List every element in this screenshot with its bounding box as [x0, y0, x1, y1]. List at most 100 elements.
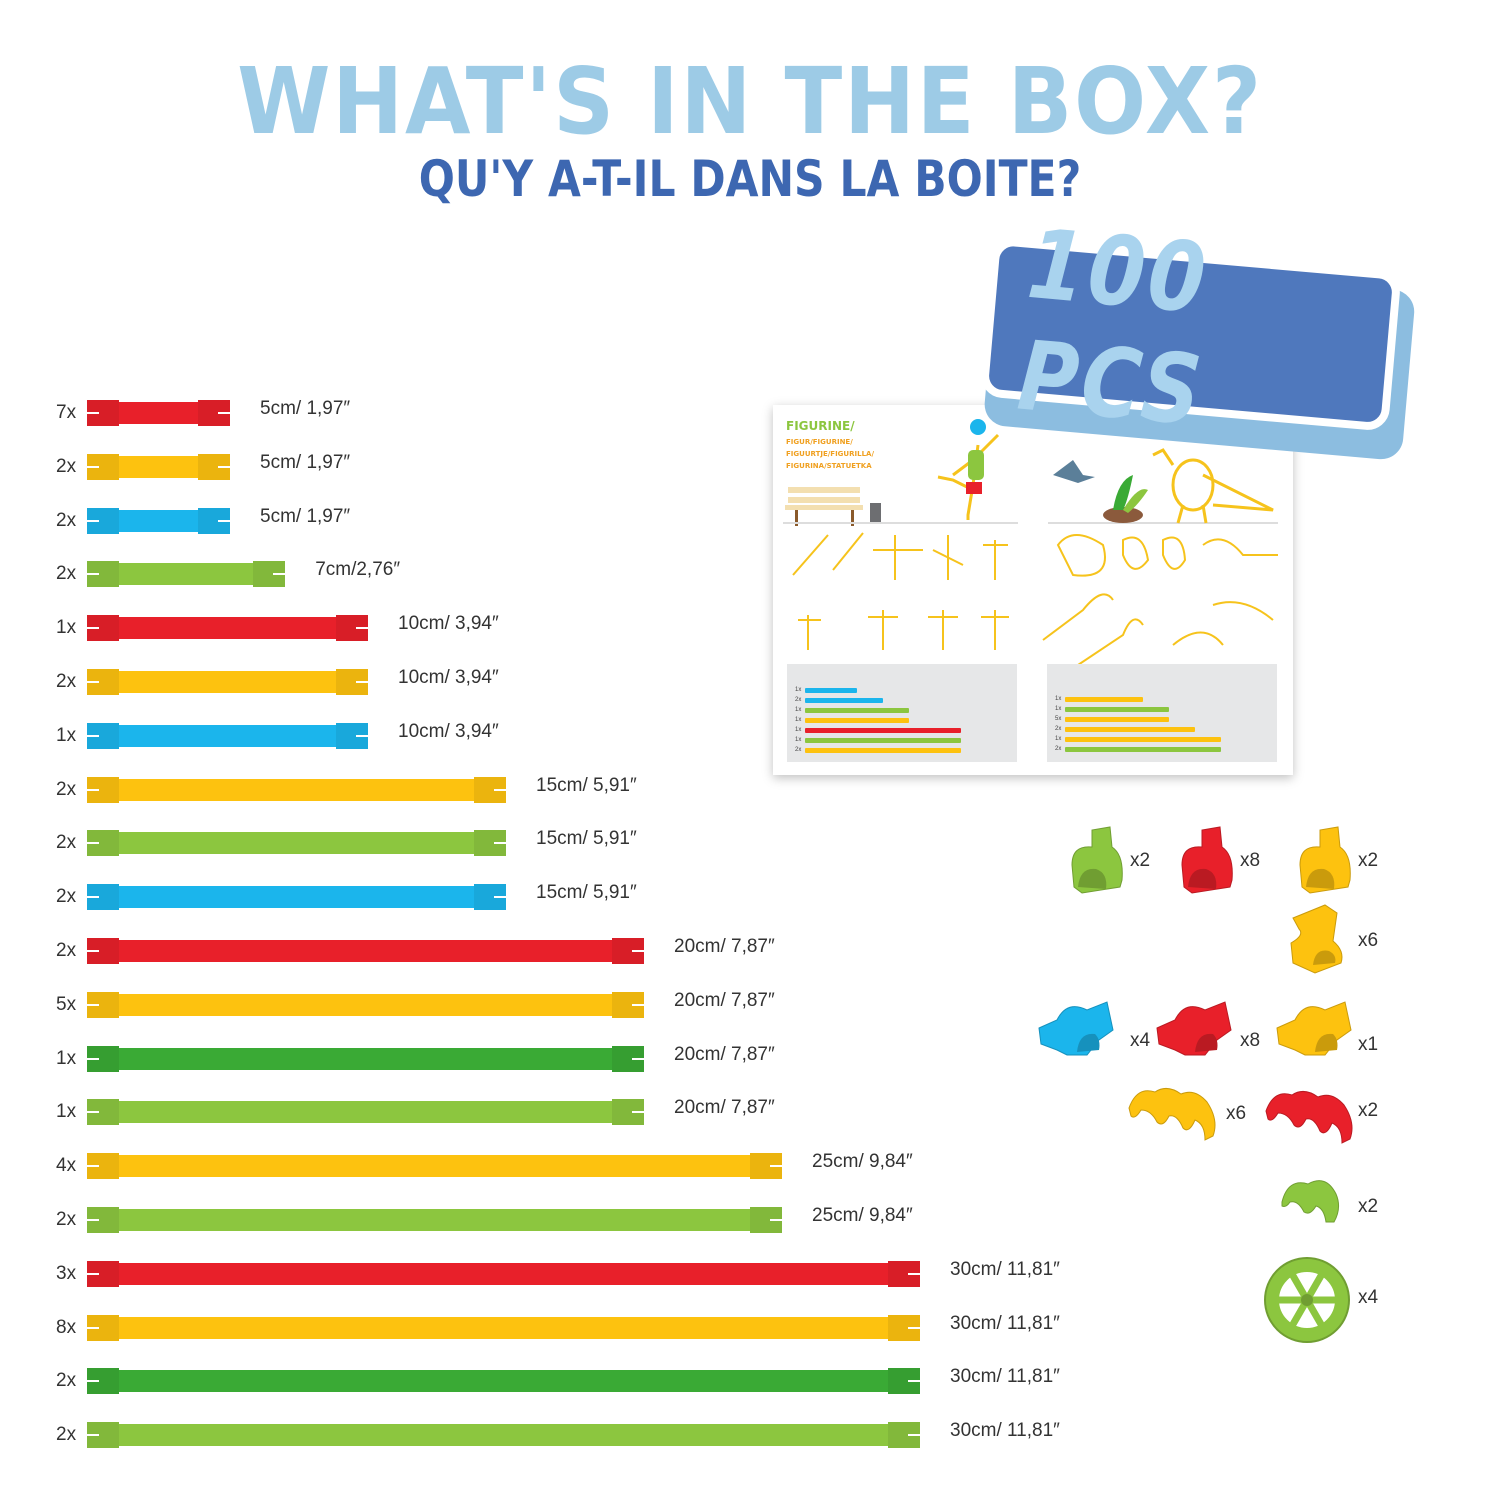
- badge-body: 100 PCS: [979, 208, 1402, 447]
- rod-size-label: 30cm/ 11,81″: [950, 1258, 1060, 1280]
- rod-quantity: 1x: [56, 1047, 77, 1069]
- rod-end-cap: [87, 615, 119, 642]
- rod-end-cap: [474, 830, 506, 857]
- booklet-subheading-line: FIGUR/FIGURINE/: [786, 438, 853, 446]
- mini-rod: [1065, 697, 1143, 702]
- rod-end-cap: [87, 884, 119, 911]
- mini-rod: [805, 728, 961, 733]
- rod-yellow: [87, 453, 230, 480]
- rod-quantity: 2x: [56, 1209, 77, 1230]
- rod-body: [115, 509, 202, 532]
- rod-end-cap: [87, 1153, 119, 1180]
- mini-part-quantity: 1x: [1055, 736, 1062, 742]
- rod-quantity: 2x: [56, 1370, 77, 1392]
- rod-body: [115, 455, 202, 478]
- mini-rod: [805, 698, 883, 703]
- mini-rod: [805, 708, 909, 713]
- rod-yellow: [87, 669, 368, 695]
- page-subtitle: QU'Y A-T-IL DANS LA BOITE?: [418, 150, 1082, 208]
- rod-yellow: [87, 1153, 782, 1180]
- rod-end-cap: [87, 1207, 119, 1233]
- parts-panel-left: 1x 2x 1x 1x 1x 1x 2x: [787, 664, 1017, 762]
- rod-quantity: 8x: [56, 1316, 77, 1338]
- rod-quantity: 5x: [56, 993, 77, 1015]
- mini-rod: [1065, 747, 1221, 752]
- rod-quantity: 4x: [56, 1155, 77, 1177]
- mini-rod: [805, 738, 961, 743]
- rod-size-label: 20cm/ 7,87″: [674, 1043, 775, 1065]
- rod-end-cap: [87, 1368, 119, 1395]
- mini-part-quantity: 1x: [795, 707, 802, 713]
- rod-size-label: 30cm/ 11,81″: [950, 1366, 1060, 1388]
- rod-body: [115, 617, 340, 640]
- mini-rod: [1065, 727, 1195, 732]
- mini-part-quantity: 2x: [1055, 746, 1062, 752]
- piece-count-badge: 100 PCS: [978, 208, 1421, 461]
- rod-body: [115, 563, 258, 586]
- rod-blue: [87, 884, 506, 911]
- rod-end-cap: [87, 722, 119, 749]
- rod-size-label: 7cm/2,76″: [315, 559, 401, 581]
- rod-lightgreen: [87, 830, 506, 857]
- triple-arch-connector-icon: [1125, 1080, 1221, 1149]
- cross-connector-icon: [1037, 1000, 1117, 1065]
- rod-red: [87, 1260, 920, 1287]
- rod-end-cap: [87, 453, 119, 480]
- mini-part-quantity: 1x: [795, 717, 802, 723]
- rod-end-cap: [336, 669, 368, 695]
- rod-yellow: [87, 776, 506, 803]
- dinosaur-figure-icon: [1152, 448, 1274, 524]
- mini-part-quantity: 1x: [795, 737, 802, 743]
- rod-lightgreen: [87, 561, 286, 588]
- booklet-subheading-line: FIGURINA/STATUETKA: [786, 462, 872, 470]
- rod-size-label: 15cm/ 5,91″: [536, 882, 637, 904]
- rod-end-cap: [474, 884, 506, 911]
- rod-lightgreen: [87, 1207, 782, 1233]
- mini-rod: [805, 688, 857, 693]
- rod-body: [115, 1101, 616, 1124]
- booklet-subheading-line: FIGUURTJE/FIGURILLA/: [786, 450, 874, 458]
- rod-end-cap: [612, 991, 644, 1018]
- rod-darkgreen: [87, 1368, 920, 1395]
- rod-body: [115, 402, 202, 424]
- rod-quantity: 2x: [56, 671, 77, 692]
- rod-end-cap: [336, 615, 368, 642]
- mini-rod: [805, 748, 961, 753]
- mini-part-quantity: 1x: [1055, 696, 1062, 702]
- mini-part-quantity: 1x: [795, 727, 802, 733]
- rod-end-cap: [87, 400, 119, 426]
- instruction-booklet: FIGURINE/ FIGUR/FIGURINE/ FIGUURTJE/FIGU…: [773, 405, 1293, 775]
- rod-end-cap: [198, 453, 230, 480]
- connector-quantity: x6: [1226, 1103, 1247, 1124]
- rod-body: [115, 724, 340, 747]
- bench-icon: [785, 487, 863, 526]
- rod-end-cap: [888, 1314, 920, 1341]
- rod-body: [115, 671, 340, 693]
- connector-quantity: x2: [1358, 1196, 1379, 1217]
- rod-end-cap: [750, 1207, 782, 1233]
- rod-size-label: 5cm/ 1,97″: [260, 398, 351, 419]
- badge-text: 100 PCS: [1013, 207, 1214, 448]
- connector-quantity: x2: [1358, 1100, 1379, 1121]
- rod-quantity: 7x: [56, 402, 77, 423]
- rod-lightgreen: [87, 1422, 920, 1449]
- rod-body: [115, 832, 478, 855]
- rod-quantity: 3x: [56, 1262, 77, 1284]
- rod-quantity: 1x: [56, 617, 77, 639]
- double-arch-connector-icon: [1278, 1172, 1342, 1233]
- mini-part-quantity: 1x: [1055, 706, 1062, 712]
- triple-arch-connector-icon: [1262, 1083, 1358, 1152]
- booklet-subheading: FIGUR/FIGURINE/ FIGUURTJE/FIGURILLA/ FIG…: [786, 436, 874, 472]
- rod-size-label: 20cm/ 7,87″: [674, 989, 775, 1011]
- rod-end-cap: [87, 507, 119, 534]
- mini-part-quantity: 2x: [795, 697, 802, 703]
- rod-size-label: 20cm/ 7,87″: [674, 936, 775, 957]
- trash-can-icon: [870, 503, 881, 523]
- rod-red: [87, 615, 368, 642]
- rod-size-label: 10cm/ 3,94″: [398, 613, 499, 635]
- rod-end-cap: [87, 669, 119, 695]
- rod-quantity: 2x: [56, 455, 77, 477]
- connector-quantity: x4: [1130, 1030, 1151, 1051]
- rod-end-cap: [474, 776, 506, 803]
- rod-end-cap: [336, 722, 368, 749]
